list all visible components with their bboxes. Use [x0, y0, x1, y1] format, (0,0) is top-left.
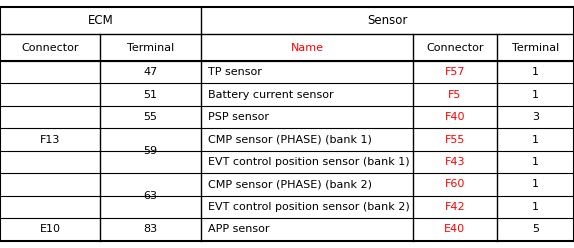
Text: F43: F43 [445, 157, 465, 167]
Text: 5: 5 [532, 224, 539, 234]
Text: 55: 55 [144, 112, 158, 122]
Text: CMP sensor (PHASE) (bank 2): CMP sensor (PHASE) (bank 2) [208, 180, 372, 189]
Text: 1: 1 [532, 202, 539, 212]
Text: TP sensor: TP sensor [208, 67, 262, 77]
Text: Name: Name [290, 43, 324, 53]
Text: F40: F40 [445, 112, 465, 122]
Text: 3: 3 [532, 112, 539, 122]
Text: CMP sensor (PHASE) (bank 1): CMP sensor (PHASE) (bank 1) [208, 135, 371, 145]
Text: F13: F13 [40, 135, 60, 145]
Text: Battery current sensor: Battery current sensor [208, 90, 333, 100]
Text: F42: F42 [445, 202, 465, 212]
Text: 47: 47 [144, 67, 158, 77]
Text: Terminal: Terminal [511, 43, 559, 53]
Text: Connector: Connector [426, 43, 484, 53]
Text: 1: 1 [532, 157, 539, 167]
Text: 63: 63 [144, 191, 158, 201]
Text: 59: 59 [144, 146, 158, 156]
Text: F55: F55 [445, 135, 465, 145]
Text: Connector: Connector [21, 43, 79, 53]
Text: 83: 83 [144, 224, 158, 234]
Text: F5: F5 [448, 90, 461, 100]
Text: ECM: ECM [88, 14, 113, 27]
Text: E10: E10 [40, 224, 61, 234]
Text: PSP sensor: PSP sensor [208, 112, 269, 122]
Text: EVT control position sensor (bank 1): EVT control position sensor (bank 1) [208, 157, 409, 167]
Text: 1: 1 [532, 90, 539, 100]
Text: F57: F57 [445, 67, 465, 77]
Text: 1: 1 [532, 180, 539, 189]
Text: EVT control position sensor (bank 2): EVT control position sensor (bank 2) [208, 202, 409, 212]
Text: Terminal: Terminal [127, 43, 174, 53]
Text: APP sensor: APP sensor [208, 224, 269, 234]
Text: Sensor: Sensor [367, 14, 408, 27]
Text: F60: F60 [445, 180, 465, 189]
Text: 51: 51 [144, 90, 158, 100]
Text: E40: E40 [444, 224, 466, 234]
Text: 1: 1 [532, 67, 539, 77]
Text: 1: 1 [532, 135, 539, 145]
